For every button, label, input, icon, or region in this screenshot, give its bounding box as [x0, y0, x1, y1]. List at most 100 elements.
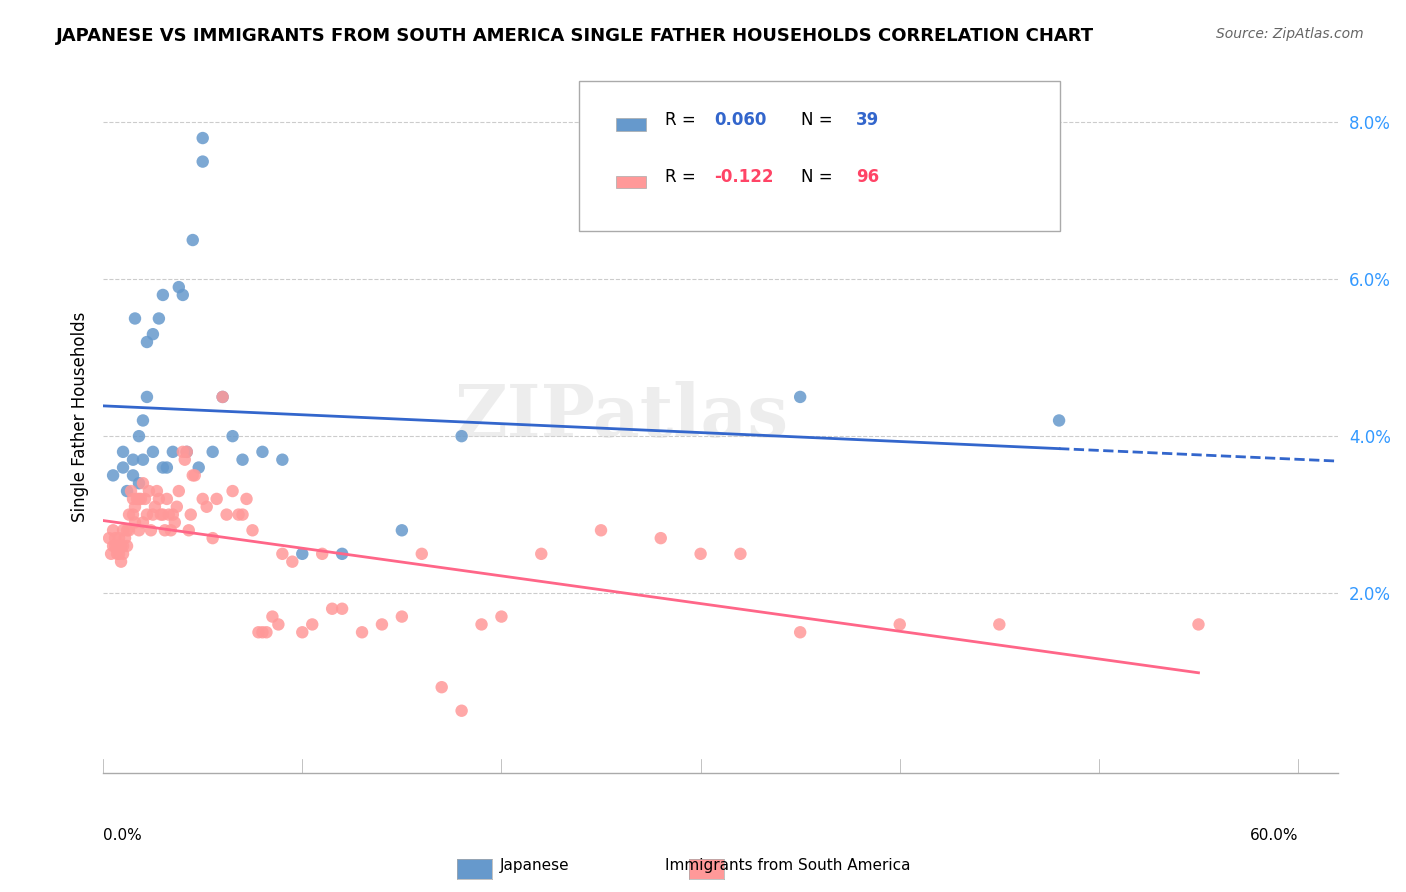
Point	[350, 625, 373, 640]
Point	[124, 516, 146, 530]
Point	[191, 131, 214, 145]
Point	[371, 617, 394, 632]
Point	[112, 524, 135, 538]
Point	[254, 625, 277, 640]
Point	[115, 539, 138, 553]
Point	[112, 539, 135, 553]
Point	[112, 445, 135, 459]
Point	[162, 508, 184, 522]
Point	[152, 460, 174, 475]
Text: N =: N =	[801, 112, 838, 129]
Point	[142, 508, 165, 522]
Point	[215, 508, 238, 522]
Text: Japanese: Japanese	[499, 858, 569, 872]
Point	[391, 609, 413, 624]
Point	[156, 491, 179, 506]
Point	[132, 476, 155, 491]
Point	[470, 617, 492, 632]
Point	[115, 484, 138, 499]
Point	[411, 547, 433, 561]
Point	[122, 452, 145, 467]
Point	[252, 445, 274, 459]
Text: JAPANESE VS IMMIGRANTS FROM SOUTH AMERICA SINGLE FATHER HOUSEHOLDS CORRELATION C: JAPANESE VS IMMIGRANTS FROM SOUTH AMERIC…	[56, 27, 1094, 45]
Point	[221, 429, 243, 443]
Point	[181, 233, 204, 247]
Point	[118, 524, 141, 538]
Point	[114, 531, 136, 545]
Point	[148, 491, 170, 506]
Point	[988, 617, 1011, 632]
Point	[180, 508, 202, 522]
Point	[110, 539, 132, 553]
Point	[162, 445, 184, 459]
Point	[132, 452, 155, 467]
Point	[110, 555, 132, 569]
Point	[201, 531, 224, 545]
Y-axis label: Single Father Households: Single Father Households	[72, 311, 89, 522]
Text: 96: 96	[856, 169, 880, 186]
Point	[101, 468, 124, 483]
Point	[118, 508, 141, 522]
Point	[232, 508, 254, 522]
Point	[122, 508, 145, 522]
Point	[176, 445, 198, 459]
Point	[104, 539, 127, 553]
Point	[128, 476, 150, 491]
Point	[201, 445, 224, 459]
Point	[136, 508, 159, 522]
Point	[138, 484, 160, 499]
Point	[291, 547, 314, 561]
Point	[221, 484, 243, 499]
Point	[108, 547, 131, 561]
FancyBboxPatch shape	[616, 176, 647, 188]
Point	[167, 280, 190, 294]
Point	[101, 539, 124, 553]
Point	[187, 460, 209, 475]
FancyBboxPatch shape	[578, 81, 1060, 231]
Point	[166, 500, 188, 514]
Point	[105, 539, 128, 553]
Point	[789, 625, 811, 640]
Text: 0.0%: 0.0%	[103, 829, 142, 844]
Point	[167, 484, 190, 499]
Point	[122, 468, 145, 483]
Text: R =: R =	[665, 169, 702, 186]
Point	[191, 154, 214, 169]
Point	[132, 413, 155, 427]
Point	[163, 516, 186, 530]
Point	[271, 452, 294, 467]
Point	[330, 601, 353, 615]
Point	[132, 516, 155, 530]
Point	[228, 508, 250, 522]
Point	[98, 531, 121, 545]
Point	[172, 288, 194, 302]
Point	[291, 625, 314, 640]
Point	[104, 531, 127, 545]
Point	[301, 617, 323, 632]
Point	[450, 429, 472, 443]
Point	[491, 609, 513, 624]
Point	[128, 524, 150, 538]
Point	[157, 508, 180, 522]
Point	[650, 531, 672, 545]
Point	[152, 288, 174, 302]
Text: ZIPatlas: ZIPatlas	[454, 381, 789, 452]
Point	[149, 508, 172, 522]
FancyBboxPatch shape	[616, 119, 647, 131]
Point	[589, 524, 612, 538]
Point	[191, 491, 214, 506]
Point	[311, 547, 333, 561]
Text: 0.060: 0.060	[714, 112, 766, 129]
Point	[125, 491, 148, 506]
Point	[450, 704, 472, 718]
Point	[108, 531, 131, 545]
Point	[730, 547, 752, 561]
Point	[689, 547, 711, 561]
Point	[1187, 617, 1209, 632]
Point	[330, 547, 353, 561]
Point	[1047, 413, 1070, 427]
Point	[101, 524, 124, 538]
Text: Source: ZipAtlas.com: Source: ZipAtlas.com	[1216, 27, 1364, 41]
Point	[195, 500, 218, 514]
Point	[181, 468, 204, 483]
